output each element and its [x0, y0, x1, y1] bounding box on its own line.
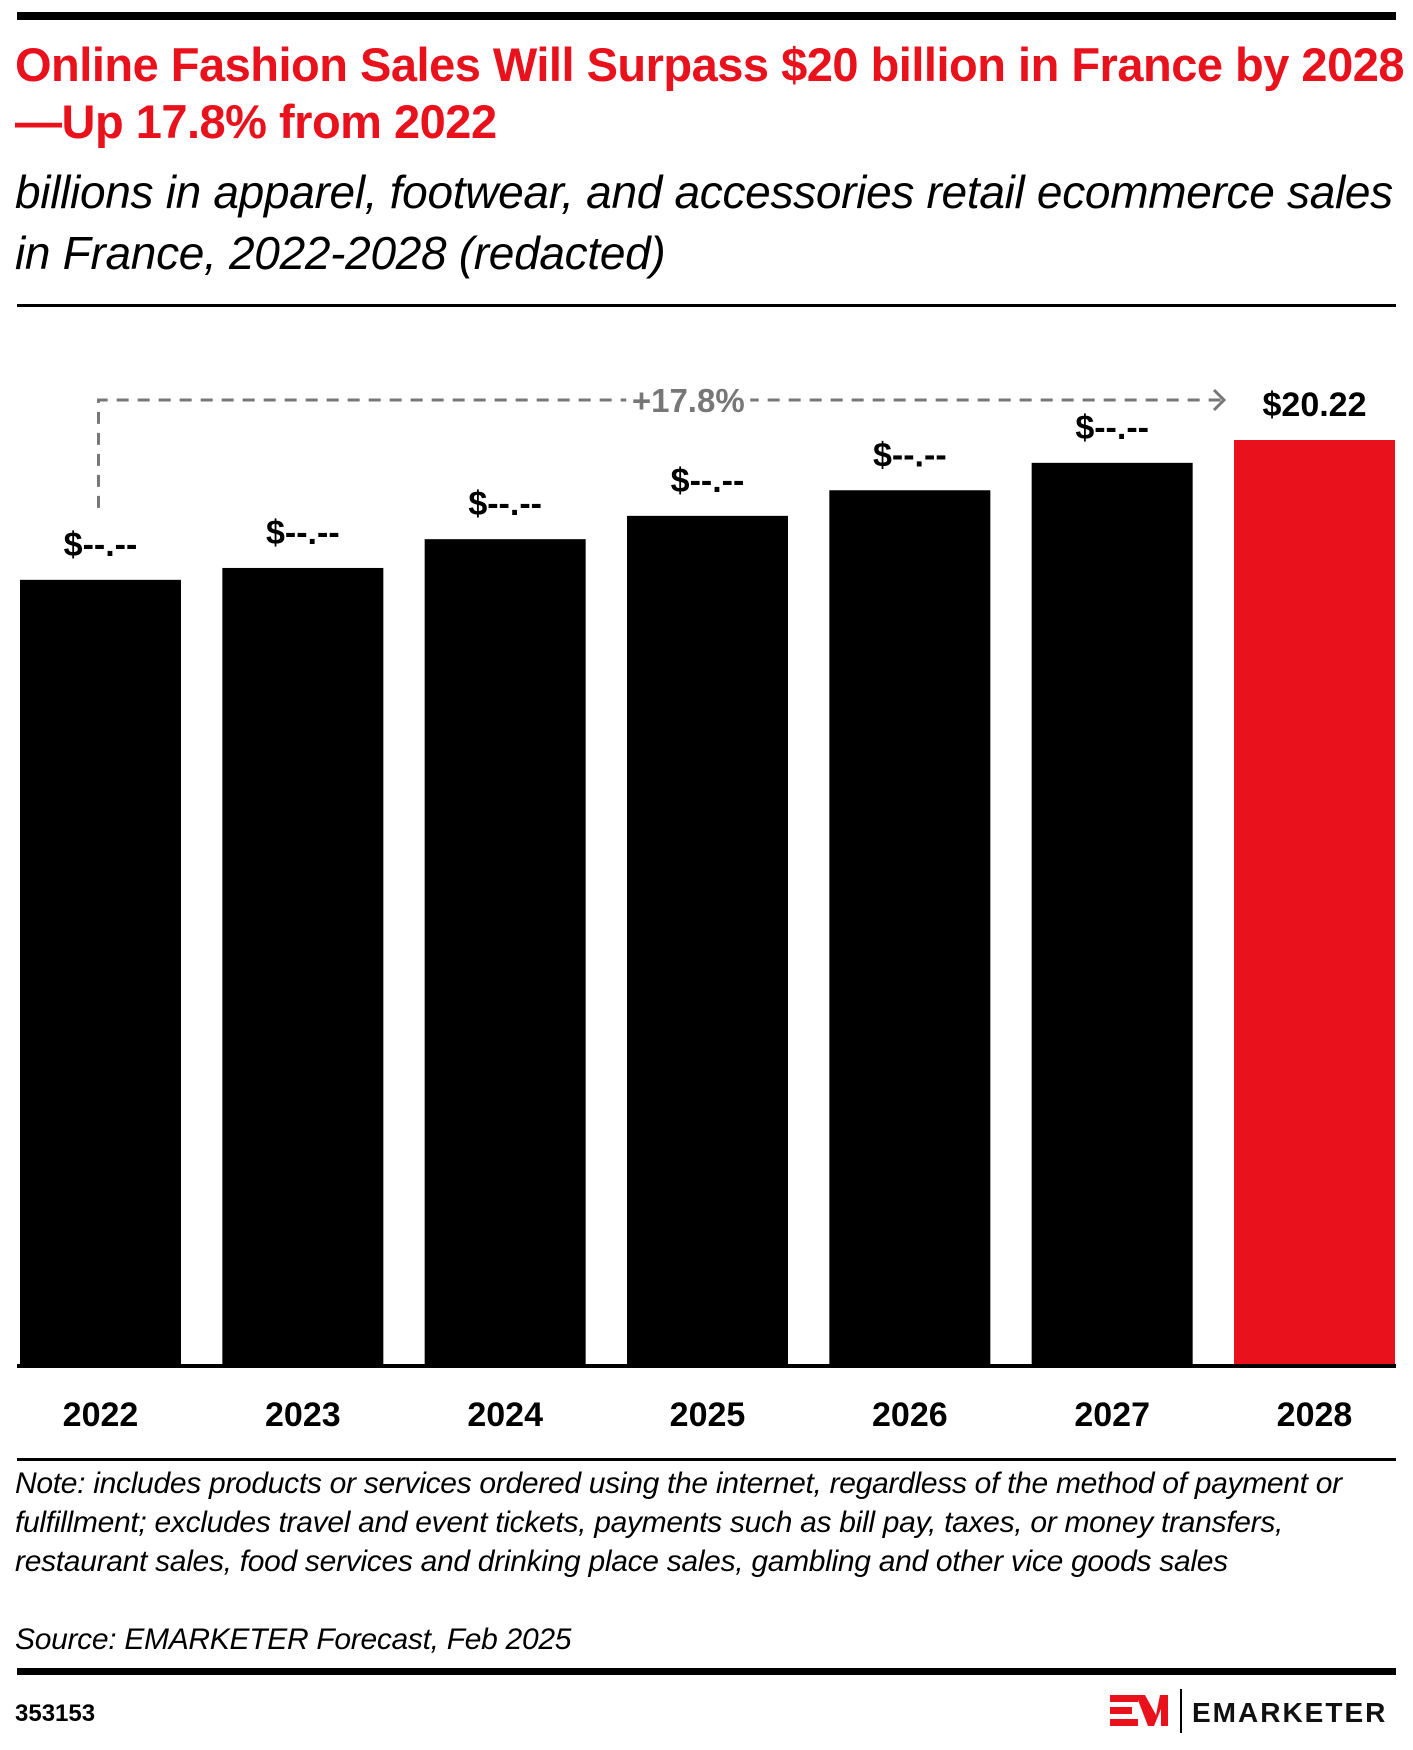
- chart-title: Online Fashion Sales Will Surpass $20 bi…: [15, 38, 1405, 148]
- x-tick-label-2025: 2025: [670, 1396, 746, 1434]
- x-tick-label-2026: 2026: [872, 1396, 948, 1434]
- footer-rule: [17, 1668, 1396, 1675]
- x-tick-label-2028: 2028: [1277, 1396, 1353, 1434]
- subtitle-rule: [17, 304, 1396, 307]
- bar-2024: [424, 539, 586, 1364]
- annotation-label-bg: [626, 378, 751, 418]
- brand-name: EMARKETER: [1192, 1697, 1387, 1728]
- bar-2022: [20, 579, 181, 1364]
- x-tick-label-2022: 2022: [63, 1396, 139, 1434]
- bar-chart: $--.-- $--.-- $--.-- $--.-- $--.-- $--.-- $20.…: [17, 378, 1396, 1434]
- emarketer-logo: EMARKETER: [1110, 1689, 1387, 1733]
- bar-2025: [627, 515, 788, 1364]
- value-label-2028: $20.22: [1263, 386, 1367, 424]
- note-rule: [17, 1458, 1396, 1461]
- bar-2027: [1031, 462, 1193, 1365]
- value-label-2027: $--.--: [1075, 409, 1149, 447]
- x-tick-label-2027: 2027: [1074, 1396, 1150, 1434]
- x-tick-label-2024: 2024: [467, 1396, 543, 1434]
- bars-group: [20, 440, 1395, 1365]
- x-tick-label-2023: 2023: [265, 1396, 341, 1434]
- em-logo-mark-icon: [1110, 1695, 1168, 1726]
- value-label-2026: $--.--: [873, 436, 947, 474]
- annotation-label: +17.8%: [632, 382, 745, 419]
- chart-note: Note: includes products or services orde…: [15, 1467, 1342, 1578]
- bar-2023: [222, 567, 384, 1364]
- chart-source: Source: EMARKETER Forecast, Feb 2025: [15, 1623, 572, 1656]
- value-label-2023: $--.--: [266, 514, 340, 552]
- value-label-2024: $--.--: [468, 485, 542, 523]
- value-labels-group: $--.-- $--.-- $--.-- $--.-- $--.-- $--.-- $20.…: [64, 386, 1367, 564]
- chart-id: 353153: [15, 1700, 96, 1727]
- growth-annotation: +17.8%: [97, 378, 1227, 508]
- x-axis-tick-labels: 2022 2023 2024 2025 2026 2027 2028: [63, 1396, 1353, 1434]
- bar-2026: [829, 490, 991, 1364]
- top-rule: [17, 12, 1396, 20]
- bar-2028: [1234, 440, 1395, 1364]
- value-label-2022: $--.--: [64, 526, 138, 564]
- value-label-2025: $--.--: [671, 462, 745, 500]
- chart-subtitle: billions in apparel, footwear, and acces…: [15, 166, 1393, 279]
- annotation-dashed-line: [97, 398, 1222, 508]
- annotation-arrow-icon: [1212, 388, 1227, 412]
